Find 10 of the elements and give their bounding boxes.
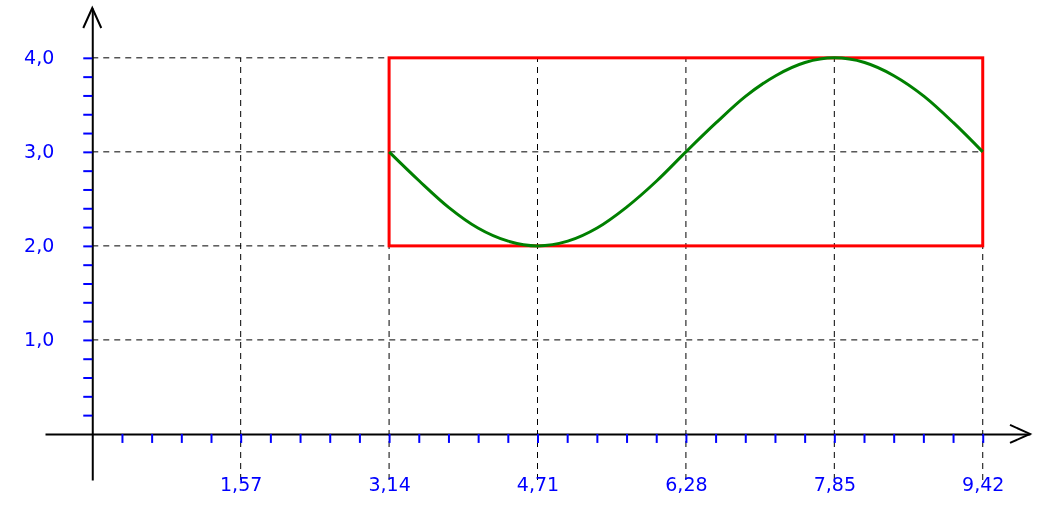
x-tick-label: 4,71 <box>516 472 560 495</box>
y-tick-label: 3,0 <box>24 140 55 163</box>
x-tick-label: 6,28 <box>665 472 708 495</box>
x-tick-label: 7,85 <box>813 472 856 495</box>
x-tick-label: 1,57 <box>220 472 263 495</box>
x-tick-label: 9,42 <box>962 472 1005 495</box>
y-tick-label: 2,0 <box>24 234 55 257</box>
y-tick-label: 4,0 <box>24 46 55 69</box>
x-tick-label: 3,14 <box>368 472 411 495</box>
y-tick-label: 1,0 <box>24 328 55 351</box>
